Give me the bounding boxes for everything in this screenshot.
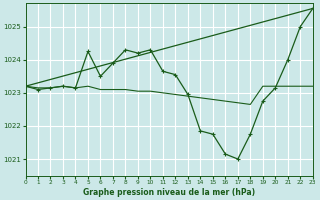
X-axis label: Graphe pression niveau de la mer (hPa): Graphe pression niveau de la mer (hPa)	[83, 188, 255, 197]
